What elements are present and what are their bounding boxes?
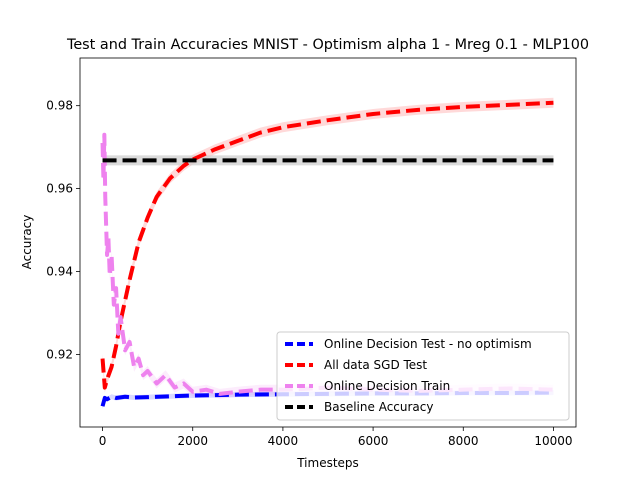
line-online-decision-train [100,132,554,396]
x-axis-label: Timesteps [296,456,359,470]
line-all-data-sgd-test [100,100,554,390]
y-tick-label: 0.94 [46,265,73,279]
legend-box [276,331,570,421]
x-tick-label: 10000 [534,434,572,448]
y-axis-label: Accuracy [20,215,34,270]
x-tick-label: 4000 [268,434,299,448]
chart-title: Test and Train Accuracies MNIST - Optimi… [66,37,589,53]
legend-label-baseline-accuracy: Baseline Accuracy [324,400,433,414]
y-tick-label: 0.92 [46,347,73,361]
x-axis-ticks: 0 2000 4000 6000 8000 10000 [99,427,573,448]
x-tick-label: 2000 [177,434,208,448]
x-tick-label: 0 [99,434,107,448]
x-tick-label: 6000 [358,434,389,448]
legend-label-online-decision-train: Online Decision Train [324,379,450,393]
x-tick-label: 8000 [448,434,479,448]
y-tick-label: 0.96 [46,182,73,196]
legend-label-online-decision-test-no-optimism: Online Decision Test - no optimism [324,337,532,351]
y-tick-label: 0.98 [46,99,73,113]
legend-label-all-data-sgd-test: All data SGD Test [324,358,427,372]
plot-frame [79,57,577,428]
legend: Online Decision Test - no optimism All da… [276,331,570,421]
y-axis-ticks: 0.92 0.94 0.96 0.98 [46,99,80,361]
